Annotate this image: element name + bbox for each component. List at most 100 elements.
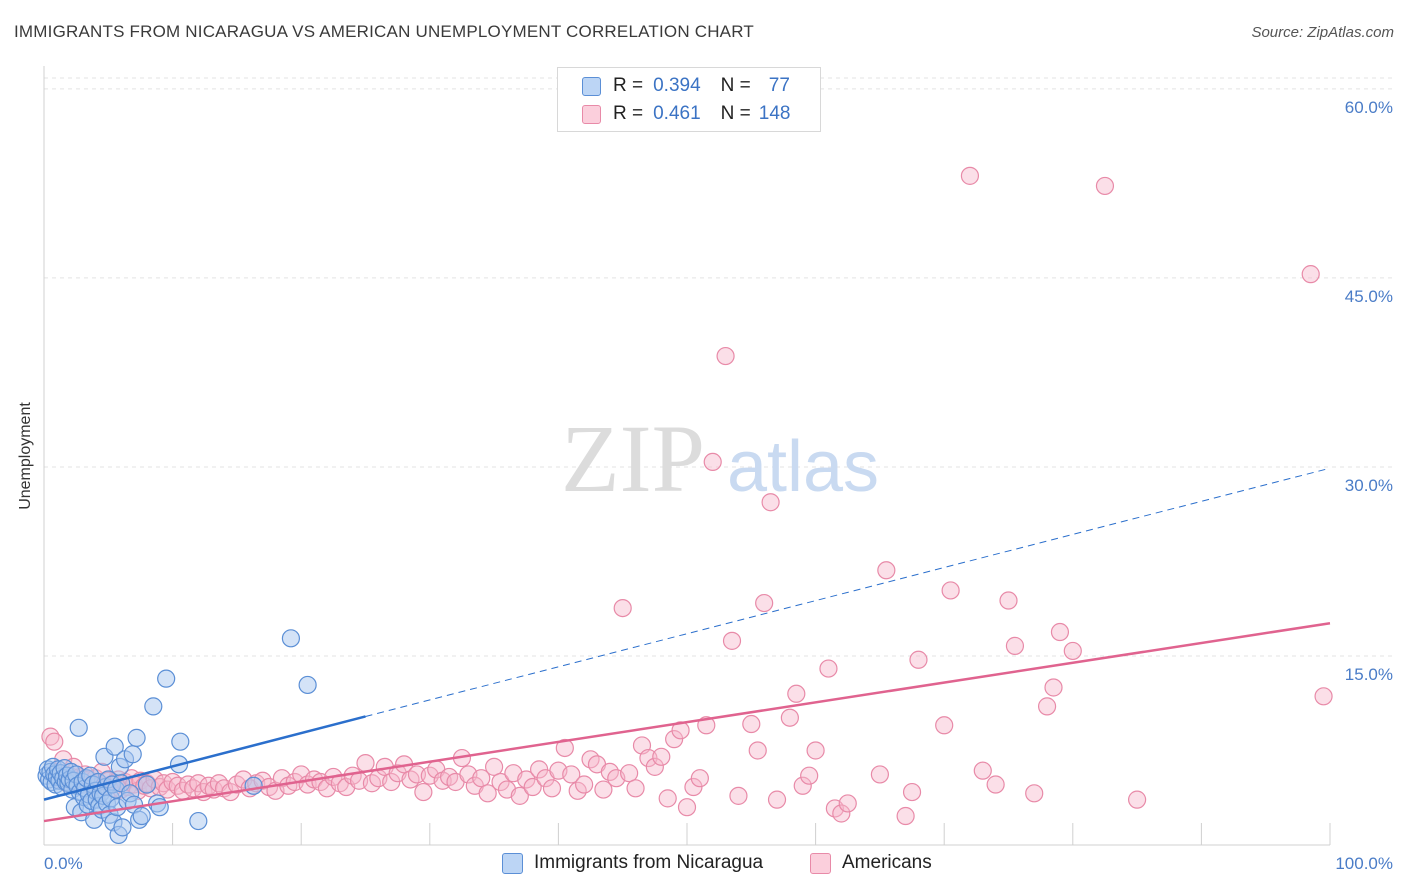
americans-point bbox=[960, 166, 980, 185]
nicaragua-point bbox=[244, 776, 263, 795]
legend-n-label: N = bbox=[720, 75, 751, 96]
americans-point bbox=[478, 784, 497, 803]
legend-swatch-pink bbox=[582, 104, 601, 124]
americans-point bbox=[523, 777, 542, 797]
americans-point bbox=[806, 741, 825, 760]
americans-point bbox=[973, 761, 992, 780]
americans-point bbox=[800, 766, 819, 785]
americans-point bbox=[819, 659, 838, 678]
correlation-legend: R = 0.394 N = 77 R = 0.461 N = 148 bbox=[557, 67, 821, 132]
americans-point bbox=[787, 684, 806, 703]
nicaragua-point bbox=[157, 669, 176, 688]
americans-point bbox=[472, 769, 491, 788]
americans-point bbox=[620, 764, 639, 783]
series-swatch-pink bbox=[810, 852, 831, 874]
y-tick-label: 60.0% bbox=[1345, 98, 1393, 117]
watermark: ZIP atlas bbox=[561, 405, 879, 512]
americans-point bbox=[941, 581, 960, 600]
tick-labels: 15.0% 30.0% 45.0% 60.0% 0.0% 100.0% bbox=[44, 98, 1393, 873]
americans-point bbox=[356, 753, 375, 773]
americans-point bbox=[999, 591, 1018, 610]
americans-point bbox=[645, 757, 664, 776]
nicaragua-point bbox=[123, 745, 142, 764]
americans-point bbox=[45, 732, 64, 751]
trend-lines bbox=[43, 467, 1331, 823]
nicaragua-point bbox=[144, 697, 163, 716]
americans-point bbox=[902, 782, 922, 802]
gridlines bbox=[44, 77, 1395, 657]
nicaragua-point bbox=[105, 737, 124, 756]
americans-point bbox=[722, 631, 742, 650]
americans-point bbox=[414, 782, 433, 802]
americans-point bbox=[1050, 622, 1070, 642]
nicaragua-points bbox=[37, 629, 317, 845]
americans-point bbox=[510, 786, 529, 805]
x-tick-label: 0.0% bbox=[44, 854, 83, 873]
americans-point bbox=[1037, 697, 1057, 716]
legend-r-label: R = bbox=[613, 75, 644, 96]
americans-point bbox=[1044, 678, 1063, 697]
x-tick-label: 100.0% bbox=[1335, 854, 1393, 873]
americans-point bbox=[832, 804, 851, 823]
y-tick-label: 30.0% bbox=[1345, 476, 1393, 495]
americans-point bbox=[613, 598, 632, 618]
americans-point bbox=[1127, 790, 1147, 809]
legend-r-label: R = bbox=[613, 103, 644, 124]
axes bbox=[43, 66, 1331, 846]
watermark-zip: ZIP bbox=[561, 405, 705, 512]
americans-point bbox=[658, 789, 677, 808]
americans-point bbox=[594, 780, 613, 799]
americans-point bbox=[517, 770, 536, 789]
americans-point bbox=[671, 721, 690, 740]
watermark-atlas: atlas bbox=[727, 427, 879, 507]
series-legend-nicaragua[interactable]: Immigrants from Nicaragua bbox=[502, 852, 763, 874]
nicaragua-point bbox=[113, 818, 132, 837]
americans-point bbox=[909, 650, 928, 669]
series-label-nicaragua: Immigrants from Nicaragua bbox=[534, 852, 764, 873]
legend-row-nicaragua: R = 0.394 N = 77 bbox=[582, 73, 790, 99]
americans-point bbox=[793, 776, 812, 795]
americans-point bbox=[870, 765, 890, 784]
americans-point bbox=[838, 794, 857, 813]
americans-point bbox=[1063, 641, 1082, 661]
americans-point bbox=[407, 765, 427, 784]
series-legend-americans[interactable]: Americans bbox=[810, 852, 932, 874]
americans-point bbox=[748, 741, 767, 760]
nicaragua-trend-line bbox=[43, 715, 366, 801]
americans-point bbox=[1005, 636, 1025, 655]
series-label-americans: Americans bbox=[842, 852, 932, 873]
chart-title: IMMIGRANTS FROM NICARAGUA VS AMERICAN UN… bbox=[14, 22, 754, 41]
legend-n-value: 77 bbox=[768, 75, 790, 96]
americans-point bbox=[877, 561, 896, 580]
nicaragua-trend-dashed bbox=[365, 467, 1331, 717]
nicaragua-point bbox=[189, 811, 208, 831]
legend-n-label: N = bbox=[720, 103, 751, 124]
americans-point bbox=[555, 738, 574, 758]
nicaragua-point bbox=[137, 775, 156, 794]
americans-trend-line bbox=[43, 621, 1331, 823]
americans-point bbox=[562, 765, 581, 784]
americans-point bbox=[184, 779, 203, 798]
legend-swatch-blue bbox=[582, 76, 601, 96]
americans-point bbox=[703, 452, 722, 472]
americans-point bbox=[491, 772, 510, 792]
americans-point bbox=[767, 790, 787, 809]
americans-point bbox=[1301, 265, 1320, 284]
americans-point bbox=[896, 806, 915, 826]
nicaragua-point bbox=[69, 718, 88, 737]
series-swatch-blue bbox=[502, 852, 523, 874]
americans-point bbox=[1314, 687, 1333, 706]
americans-point bbox=[626, 779, 645, 798]
americans-point bbox=[677, 798, 697, 817]
americans-point bbox=[729, 786, 748, 805]
americans-point bbox=[575, 775, 594, 794]
americans-point bbox=[1095, 176, 1115, 196]
legend-n-value: 148 bbox=[758, 103, 791, 124]
nicaragua-point bbox=[281, 629, 301, 648]
legend-row-americans: R = 0.461 N = 148 bbox=[582, 101, 790, 127]
americans-point bbox=[780, 708, 799, 727]
legend-r-value: 0.461 bbox=[653, 103, 701, 124]
nicaragua-point bbox=[298, 675, 317, 695]
y-tick-label: 45.0% bbox=[1345, 287, 1393, 306]
